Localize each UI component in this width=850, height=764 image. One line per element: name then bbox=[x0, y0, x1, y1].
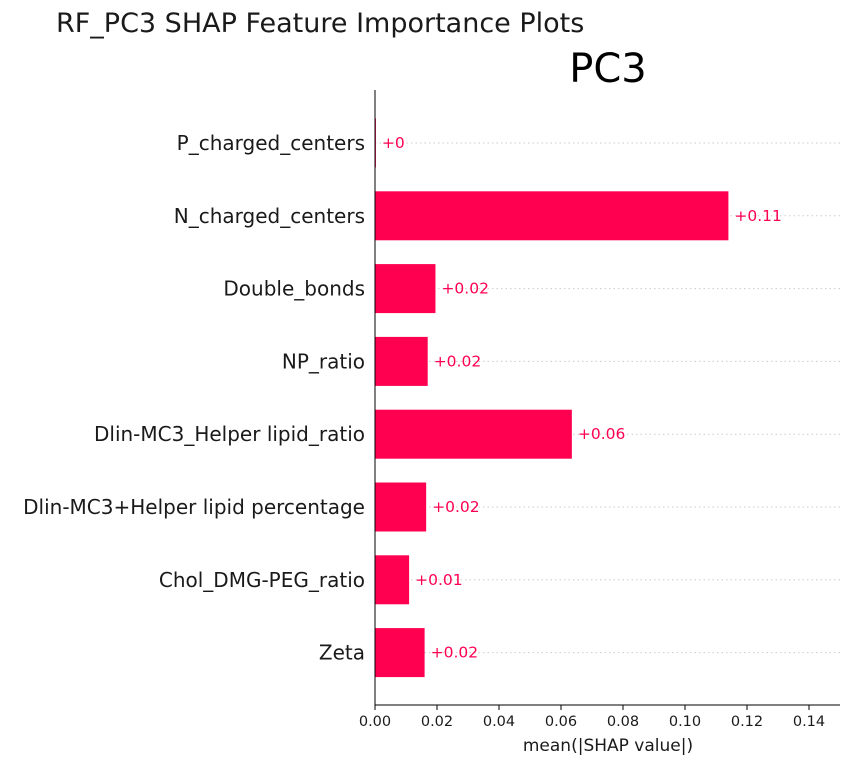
data-label: +0.02 bbox=[441, 280, 489, 298]
x-tick-label: 0.10 bbox=[669, 714, 701, 730]
bar bbox=[375, 336, 428, 386]
x-tick-label: 0.04 bbox=[483, 714, 515, 730]
bar bbox=[375, 555, 410, 605]
figure-title: RF_PC3 SHAP Feature Importance Plots bbox=[56, 8, 584, 39]
x-tick-label: 0.00 bbox=[359, 714, 391, 730]
x-tick-label: 0.06 bbox=[545, 714, 577, 730]
y-tick-label: Zeta bbox=[319, 641, 365, 665]
x-tick-label: 0.14 bbox=[793, 714, 825, 730]
y-tick-label: Chol_DMG-PEG_ratio bbox=[159, 568, 365, 592]
x-axis-ticks: 0.00 0.02 0.04 0.06 0.08 0.10 0.12 0.14 bbox=[359, 705, 825, 730]
chart-title: PC3 bbox=[569, 46, 647, 92]
bar bbox=[375, 264, 436, 314]
y-tick-label: N_charged_centers bbox=[174, 204, 365, 228]
y-axis-labels: P_charged_centers N_charged_centers Double… bbox=[23, 131, 365, 665]
y-tick-label: Double_bonds bbox=[223, 277, 365, 301]
bar bbox=[375, 191, 729, 241]
bars bbox=[375, 118, 729, 678]
data-label: +0.11 bbox=[734, 207, 782, 225]
x-tick-label: 0.12 bbox=[731, 714, 763, 730]
bar bbox=[375, 482, 427, 532]
data-label: +0 bbox=[382, 134, 405, 152]
x-tick-label: 0.02 bbox=[421, 714, 453, 730]
data-label: +0.02 bbox=[434, 352, 482, 370]
x-axis-label: mean(|SHAP value|) bbox=[523, 736, 693, 756]
bar bbox=[375, 409, 572, 459]
data-label: +0.02 bbox=[431, 644, 479, 662]
y-tick-label: Dlin-MC3_Helper lipid_ratio bbox=[94, 422, 365, 446]
data-label: +0.06 bbox=[578, 425, 626, 443]
y-tick-label: Dlin-MC3+Helper lipid percentage bbox=[23, 495, 365, 519]
data-label: +0.02 bbox=[432, 498, 480, 516]
y-tick-label: NP_ratio bbox=[282, 349, 365, 373]
x-tick-label: 0.08 bbox=[607, 714, 639, 730]
data-label: +0.01 bbox=[415, 571, 463, 589]
bar bbox=[375, 628, 425, 678]
data-labels: +0 +0.11 +0.02 +0.02 +0.06 +0.02 +0.01 +0.02 bbox=[382, 134, 782, 662]
y-tick-label: P_charged_centers bbox=[177, 131, 365, 155]
